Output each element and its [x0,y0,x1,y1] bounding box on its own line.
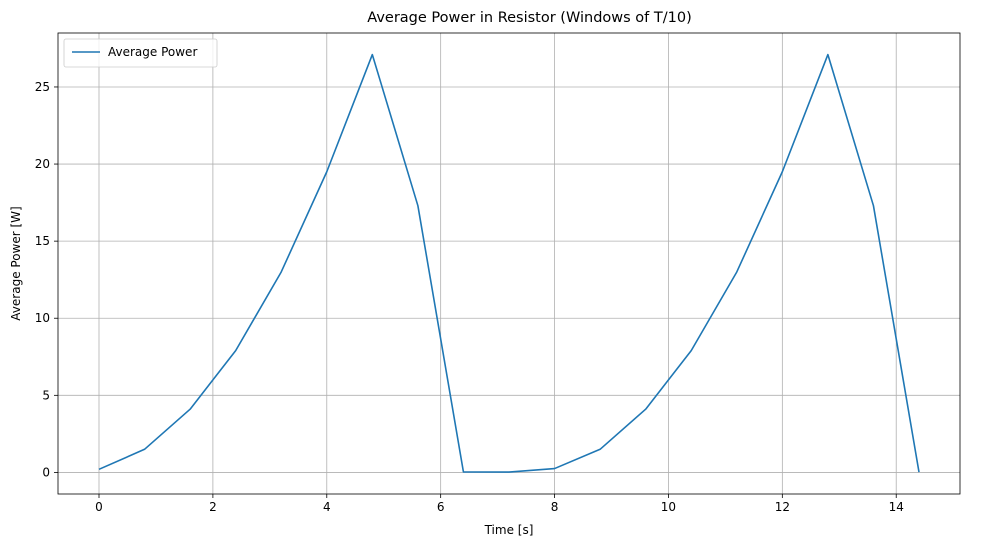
x-axis-label: Time [s] [484,523,534,537]
legend-label-average-power: Average Power [108,45,197,59]
y-tick-label: 5 [42,388,50,402]
y-tick-label: 15 [35,234,50,248]
x-tick-label: 14 [889,500,904,514]
x-tick-label: 4 [323,500,331,514]
x-tick-label: 2 [209,500,217,514]
series-layer [98,53,920,473]
legend: Average Power [63,38,218,68]
grid [58,33,960,494]
x-tick-label: 8 [551,500,559,514]
x-tick-label: 10 [661,500,676,514]
x-tick-label: 6 [437,500,445,514]
legend-box [63,38,218,68]
y-axis-label: Average Power [W] [9,206,23,320]
y-tick-label: 20 [35,157,50,171]
x-tick-label: 12 [775,500,790,514]
series-line-average-power [98,53,920,473]
chart-title: Average Power in Resistor (Windows of T/… [367,10,691,26]
ticks: 0 2 4 6 8 10 12 14 0 5 10 15 20 25 [35,80,904,514]
y-tick-label: 0 [42,465,50,479]
y-tick-label: 25 [35,80,50,94]
plot-frame [57,32,961,495]
x-tick-label: 0 [95,500,103,514]
y-tick-label: 10 [35,311,50,325]
